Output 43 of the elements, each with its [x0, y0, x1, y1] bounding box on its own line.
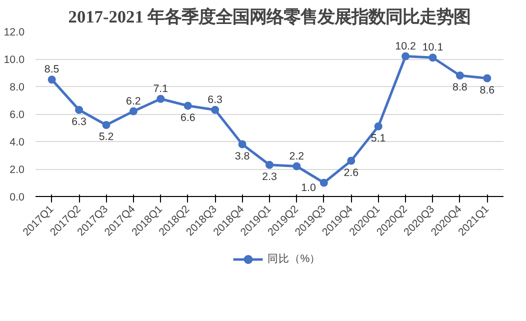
- point: [238, 140, 246, 148]
- data-label: 6.6: [180, 112, 196, 124]
- point: [266, 160, 274, 169]
- point: [456, 72, 464, 80]
- point: [102, 121, 110, 129]
- data-label: 8.8: [452, 82, 468, 94]
- y-tick-label: 8.0: [10, 82, 25, 94]
- point: [211, 106, 220, 114]
- point: [156, 94, 165, 103]
- chart-title: 2017-2021 年各季度全国网络零售发展指数同比走势图: [68, 8, 471, 26]
- data-label: 10.2: [395, 40, 416, 52]
- y-tick-label: 4.0: [10, 136, 25, 148]
- point: [483, 74, 492, 82]
- y-tick-label: 12.0: [4, 26, 25, 38]
- point: [428, 54, 437, 62]
- data-label: 1.0: [301, 182, 316, 194]
- data-label: 6.2: [126, 95, 141, 108]
- point: [129, 107, 138, 116]
- y-tick-label: 0.0: [10, 192, 25, 204]
- y-tick-label: 6.0: [10, 109, 25, 121]
- data-label: 5.1: [370, 132, 386, 144]
- data-label: 6.3: [208, 94, 223, 106]
- point: [75, 106, 84, 114]
- data-label: 3.8: [234, 150, 250, 162]
- data-label: 2.2: [289, 150, 304, 162]
- data-label: 2.6: [344, 166, 359, 179]
- data-label: 10.1: [422, 42, 444, 54]
- point: [402, 52, 410, 60]
- data-label: 7.1: [153, 82, 168, 95]
- point: [292, 162, 301, 170]
- point: [347, 156, 356, 165]
- point: [48, 76, 56, 84]
- y-tick-label: 10.0: [4, 54, 25, 66]
- point: [374, 122, 382, 130]
- data-label: 8.5: [44, 64, 60, 76]
- point: [320, 178, 328, 187]
- point: [184, 102, 192, 110]
- legend-label: 同比（%）: [267, 252, 321, 266]
- y-tick-label: 2.0: [10, 164, 25, 176]
- data-label: 2.3: [262, 170, 277, 183]
- data-label: 6.3: [72, 116, 87, 128]
- data-label: 5.2: [98, 131, 114, 143]
- data-label: 8.6: [480, 84, 495, 96]
